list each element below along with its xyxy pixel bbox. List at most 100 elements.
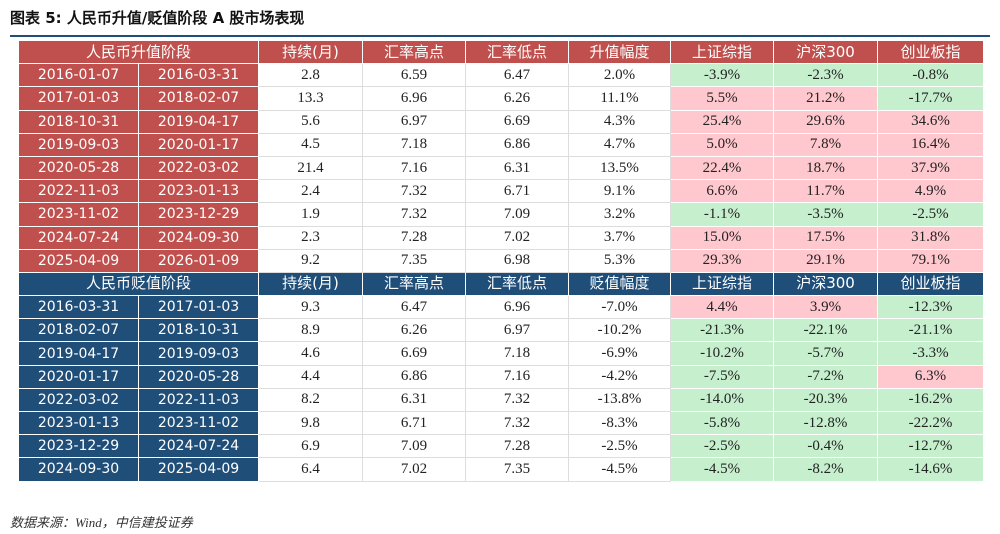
value-cell: 7.35	[362, 248, 467, 273]
date-cell: 2023-12-29	[18, 434, 139, 459]
value-cell: 7.16	[362, 155, 467, 181]
value-cell: 6.47	[465, 63, 570, 88]
value-cell: 4.3%	[568, 109, 672, 134]
header-cell: 上证综指	[670, 39, 775, 65]
value-cell: -14.6%	[877, 457, 985, 482]
value-cell: 7.09	[465, 202, 570, 227]
value-cell: 4.9%	[877, 179, 985, 204]
value-cell: 3.2%	[568, 202, 672, 227]
header-cell: 持续(月)	[258, 39, 364, 65]
value-cell: 31.8%	[877, 225, 985, 250]
value-cell: 7.02	[362, 457, 467, 482]
value-cell: 29.1%	[773, 248, 879, 273]
data-row: 2020-01-17 2020-05-28 4.4 6.86 7.16 -4.2% -7.5…	[18, 364, 985, 389]
value-cell: 16.4%	[877, 132, 985, 157]
value-cell: 7.09	[362, 434, 467, 459]
value-cell: 6.3%	[877, 364, 985, 389]
value-cell: -20.3%	[773, 387, 879, 413]
value-cell: 7.28	[362, 225, 467, 250]
value-cell: -10.2%	[568, 318, 672, 343]
date-cell: 2023-11-02	[18, 202, 139, 227]
date-cell: 2019-09-03	[18, 132, 139, 157]
value-cell: 7.28	[465, 434, 570, 459]
value-cell: 6.98	[465, 248, 570, 273]
value-cell: 6.97	[362, 109, 467, 134]
date-cell: 2024-07-24	[18, 225, 139, 250]
value-cell: -13.8%	[568, 387, 672, 413]
date-cell: 2023-12-29	[137, 202, 260, 227]
value-cell: 4.4	[258, 364, 364, 389]
date-cell: 2025-04-09	[137, 457, 260, 482]
date-cell: 2016-03-31	[137, 63, 260, 88]
value-cell: -7.2%	[773, 364, 879, 389]
value-cell: 6.69	[362, 341, 467, 366]
value-cell: 29.3%	[670, 248, 775, 273]
value-cell: 9.2	[258, 248, 364, 273]
header-cell: 沪深300	[773, 39, 879, 65]
value-cell: 7.32	[362, 179, 467, 204]
value-cell: -22.2%	[877, 410, 985, 436]
date-cell: 2024-09-30	[137, 225, 260, 250]
value-cell: -4.5%	[670, 457, 775, 482]
date-cell: 2017-01-03	[137, 295, 260, 320]
value-cell: 6.96	[362, 86, 467, 111]
value-cell: 6.86	[465, 132, 570, 157]
header-cell: 创业板指	[877, 271, 985, 297]
value-cell: 6.31	[465, 155, 570, 181]
value-cell: 37.9%	[877, 155, 985, 181]
header-cell: 贬值幅度	[568, 271, 672, 297]
value-cell: 13.3	[258, 86, 364, 111]
date-cell: 2024-07-24	[137, 434, 260, 459]
date-cell: 2022-11-03	[137, 387, 260, 413]
value-cell: 21.4	[258, 155, 364, 181]
value-cell: 9.3	[258, 295, 364, 320]
value-cell: 7.8%	[773, 132, 879, 157]
date-cell: 2025-04-09	[18, 248, 139, 273]
value-cell: -21.1%	[877, 318, 985, 343]
header-cell: 沪深300	[773, 271, 879, 297]
value-cell: -2.5%	[670, 434, 775, 459]
value-cell: -0.4%	[773, 434, 879, 459]
source: 数据来源：Wind，中信建投证券	[10, 515, 193, 530]
header-cell: 汇率低点	[465, 271, 570, 297]
value-cell: -12.8%	[773, 410, 879, 436]
value-cell: 15.0%	[670, 225, 775, 250]
value-cell: -3.3%	[877, 341, 985, 366]
value-cell: 17.5%	[773, 225, 879, 250]
value-cell: 4.5	[258, 132, 364, 157]
value-cell: 6.69	[465, 109, 570, 134]
data-row: 2017-01-03 2018-02-07 13.3 6.96 6.26 11.1% 5.5…	[18, 86, 985, 111]
value-cell: 6.26	[465, 86, 570, 111]
value-cell: -2.5%	[568, 434, 672, 459]
value-cell: -14.0%	[670, 387, 775, 413]
data-row: 2024-07-24 2024-09-30 2.3 7.28 7.02 3.7% 15.0%…	[18, 225, 985, 250]
data-row: 2019-09-03 2020-01-17 4.5 7.18 6.86 4.7% 5.0% 7…	[18, 132, 985, 157]
value-cell: 34.6%	[877, 109, 985, 134]
header-cell: 人民币贬值阶段	[17, 271, 260, 297]
value-cell: 7.32	[362, 202, 467, 227]
value-cell: 2.8	[258, 63, 364, 88]
value-cell: 8.2	[258, 387, 364, 413]
value-cell: -5.7%	[773, 341, 879, 366]
header-cell: 升值幅度	[568, 39, 672, 65]
table: 人民币升值阶段 持续(月) 汇率高点 汇率低点 升值幅度 上证综指 沪深300 创业板指 201…	[17, 39, 985, 482]
header-cell: 汇率低点	[465, 39, 570, 65]
value-cell: -7.0%	[568, 295, 672, 320]
date-cell: 2017-01-03	[18, 86, 139, 111]
value-cell: -6.9%	[568, 341, 672, 366]
header-cell: 汇率高点	[362, 271, 467, 297]
value-cell: 29.6%	[773, 109, 879, 134]
value-cell: 6.47	[362, 295, 467, 320]
value-cell: 7.16	[465, 364, 570, 389]
date-cell: 2016-03-31	[18, 295, 139, 320]
value-cell: 6.59	[362, 63, 467, 88]
data-row: 2022-03-02 2022-11-03 8.2 6.31 7.32 -13.8% -14…	[18, 387, 985, 413]
data-row: 2020-05-28 2022-03-02 21.4 7.16 6.31 13.5% 22.…	[18, 155, 985, 181]
value-cell: 9.1%	[568, 179, 672, 204]
value-cell: -3.5%	[773, 202, 879, 227]
value-cell: 6.97	[465, 318, 570, 343]
data-row: 2019-04-17 2019-09-03 4.6 6.69 7.18 -6.9% -10.…	[18, 341, 985, 366]
data-row: 2016-01-07 2016-03-31 2.8 6.59 6.47 2.0% -3.9%…	[18, 63, 985, 88]
date-cell: 2020-01-17	[18, 364, 139, 389]
date-cell: 2022-03-02	[137, 155, 260, 181]
